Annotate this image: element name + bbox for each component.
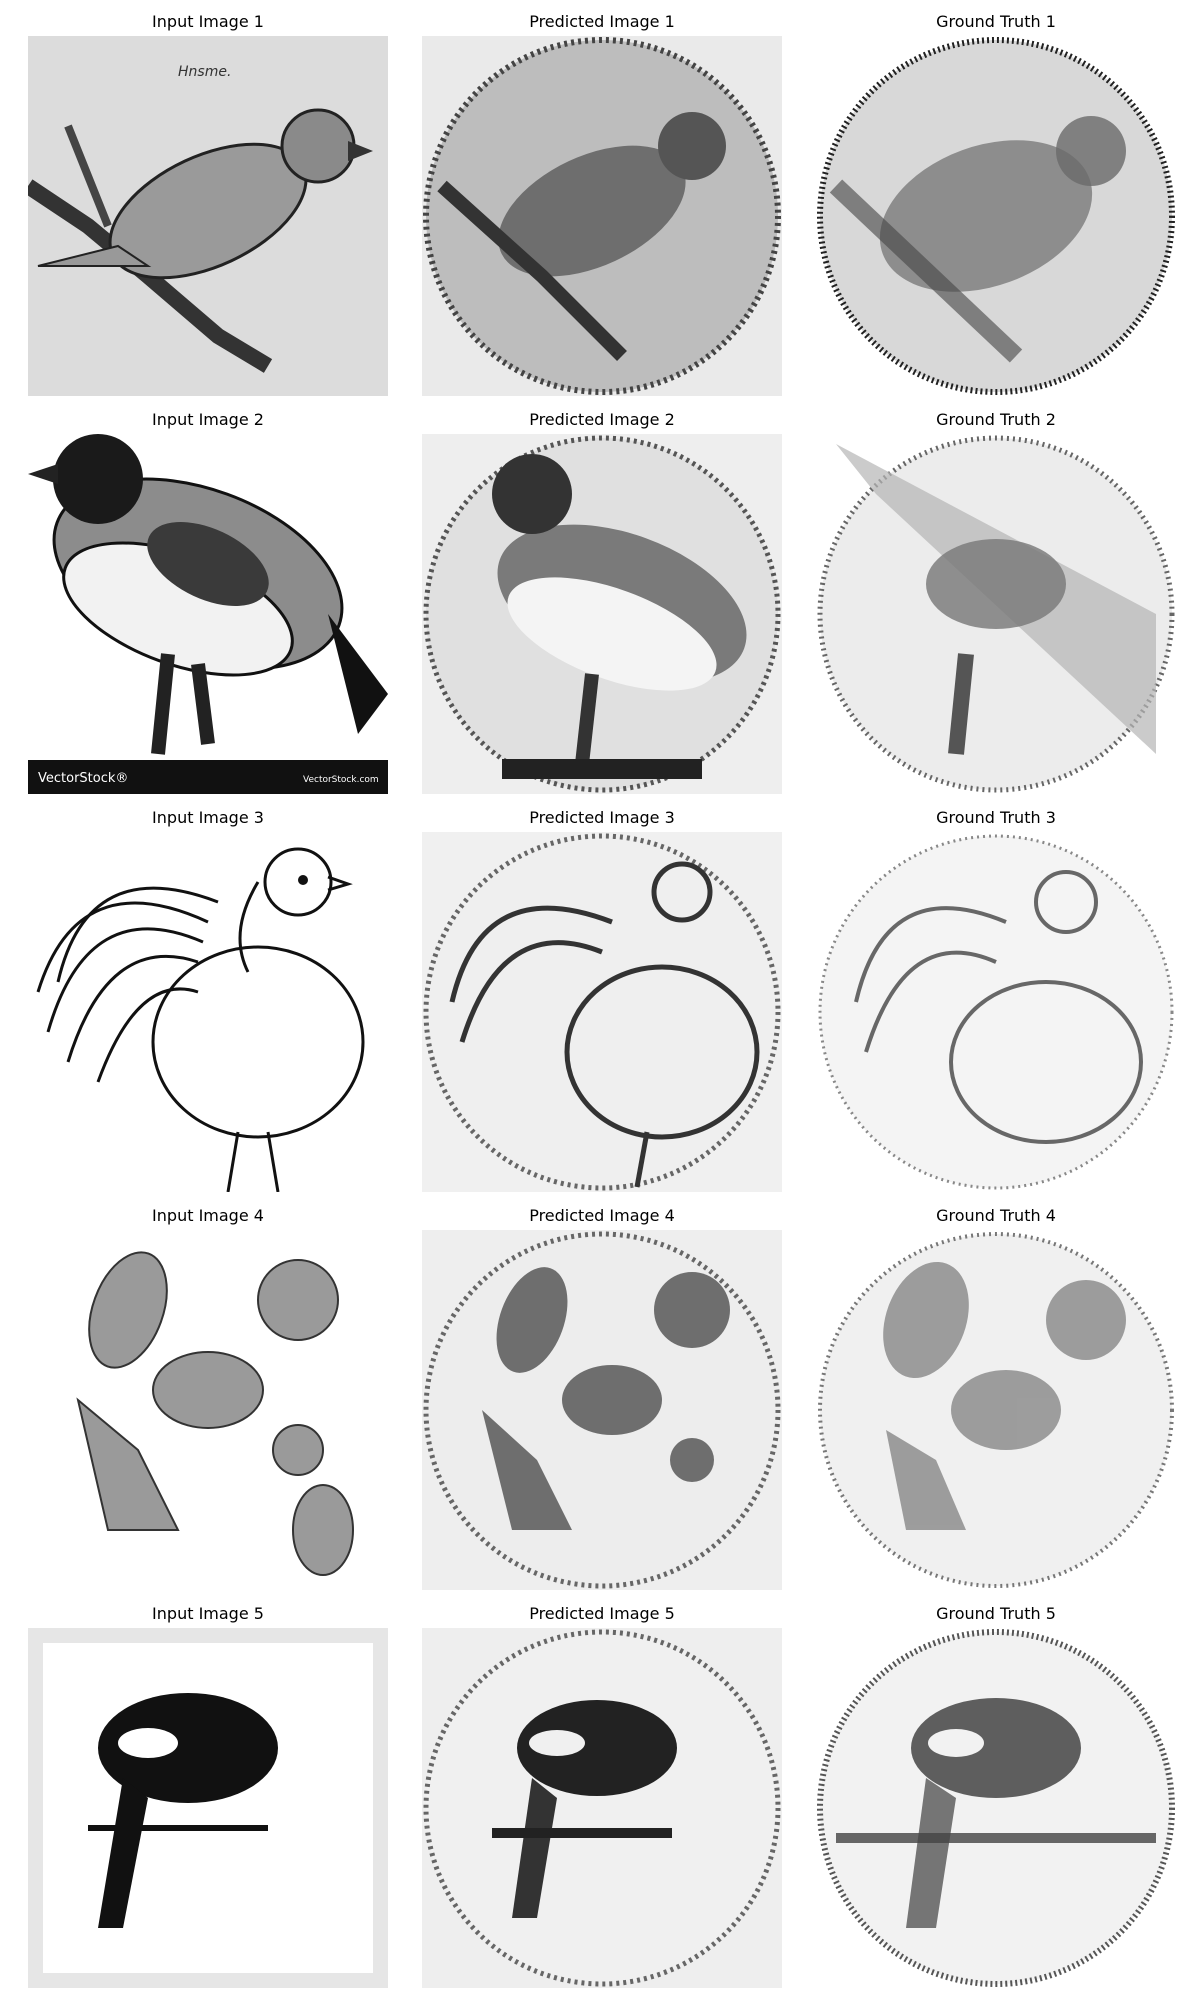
predicted-image-1 xyxy=(422,36,782,396)
ground-truth-4 xyxy=(816,1230,1176,1590)
ground-truth-2 xyxy=(816,434,1176,794)
watermark-right: VectorStock.com xyxy=(303,775,379,785)
predicted-title-4: Predicted Image 4 xyxy=(529,1206,675,1225)
truth-title-3: Ground Truth 3 xyxy=(936,808,1056,827)
input-title-3: Input Image 3 xyxy=(152,808,264,827)
input-image-2: VectorStock® VectorStock.com xyxy=(28,434,388,794)
input-title-2: Input Image 2 xyxy=(152,410,264,429)
ground-truth-5 xyxy=(816,1628,1176,1988)
truth-title-4: Ground Truth 4 xyxy=(936,1206,1056,1225)
watermark-left: VectorStock® xyxy=(38,771,128,786)
predicted-image-4 xyxy=(422,1230,782,1590)
input-title-5: Input Image 5 xyxy=(152,1604,264,1623)
predicted-title-5: Predicted Image 5 xyxy=(529,1604,675,1623)
input-signature-1: Hnsme. xyxy=(178,64,231,80)
predicted-image-3 xyxy=(422,832,782,1192)
predicted-image-5 xyxy=(422,1628,782,1988)
truth-title-1: Ground Truth 1 xyxy=(936,12,1056,31)
predicted-title-3: Predicted Image 3 xyxy=(529,808,675,827)
truth-title-2: Ground Truth 2 xyxy=(936,410,1056,429)
input-image-4 xyxy=(28,1230,388,1590)
predicted-title-2: Predicted Image 2 xyxy=(529,410,675,429)
truth-title-5: Ground Truth 5 xyxy=(936,1604,1056,1623)
ground-truth-1 xyxy=(816,36,1176,396)
ground-truth-3 xyxy=(816,832,1176,1192)
input-image-1: Hnsme. xyxy=(28,36,388,396)
input-title-4: Input Image 4 xyxy=(152,1206,264,1225)
input-image-3 xyxy=(28,832,388,1192)
input-title-1: Input Image 1 xyxy=(152,12,264,31)
predicted-title-1: Predicted Image 1 xyxy=(529,12,675,31)
input-image-5 xyxy=(28,1628,388,1988)
predicted-image-2 xyxy=(422,434,782,794)
